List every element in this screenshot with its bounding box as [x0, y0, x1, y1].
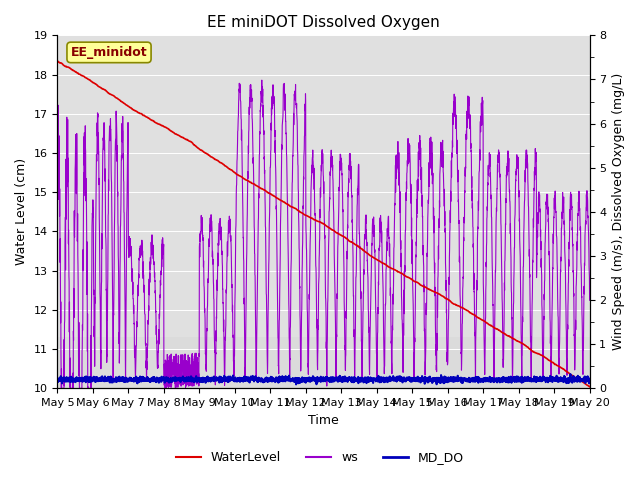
Title: EE miniDOT Dissolved Oxygen: EE miniDOT Dissolved Oxygen — [207, 15, 440, 30]
Y-axis label: Water Level (cm): Water Level (cm) — [15, 158, 28, 265]
X-axis label: Time: Time — [308, 414, 339, 427]
Bar — [58, 337, 589, 388]
Y-axis label: Wind Speed (m/s), Dissolved Oxygen (mg/L): Wind Speed (m/s), Dissolved Oxygen (mg/L… — [612, 73, 625, 350]
Bar — [58, 36, 589, 388]
Text: EE_minidot: EE_minidot — [70, 46, 147, 59]
Legend: WaterLevel, ws, MD_DO: WaterLevel, ws, MD_DO — [171, 446, 469, 469]
